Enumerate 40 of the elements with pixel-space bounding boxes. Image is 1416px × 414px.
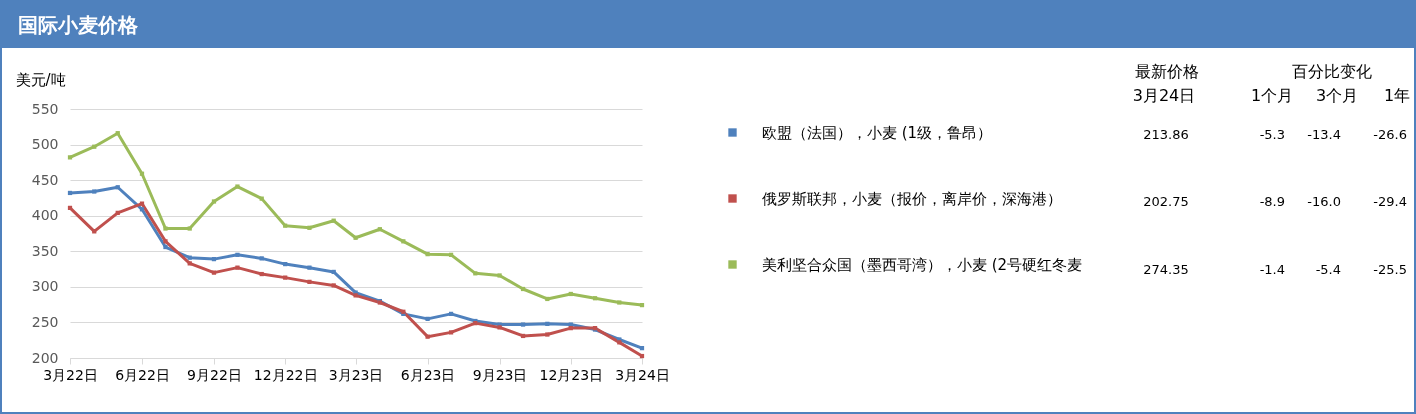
y-tick-label: 450 xyxy=(31,171,59,188)
text: -5.3 xyxy=(1259,127,1285,142)
legend-label: 俄罗斯联邦，小麦（报价，离岸价，深海港） xyxy=(762,189,1062,208)
y-axis-title: 美元/吨 xyxy=(15,70,66,89)
y-tick-label: 300 xyxy=(31,278,59,295)
text: 213.86 xyxy=(1143,127,1189,142)
x-tick-label: 12月23日 xyxy=(539,366,604,383)
text: -8.9 xyxy=(1259,194,1285,209)
x-tick-label: 6月23日 xyxy=(400,366,456,383)
text: 202.75 xyxy=(1143,194,1189,209)
text: 百分比变化 xyxy=(1292,62,1372,83)
y-tick-label: 250 xyxy=(31,313,59,330)
x-tick-label: 3月22日 xyxy=(43,366,98,383)
text: -26.6 xyxy=(1373,127,1407,142)
chart-title: 国际小麦价格 xyxy=(2,0,1414,48)
text: -13.4 xyxy=(1307,127,1341,142)
x-tick-label: 3月23日 xyxy=(328,366,384,383)
x-tick-label: 12月22日 xyxy=(253,366,318,383)
x-tick-label: 6月22日 xyxy=(115,366,170,383)
text: -29.4 xyxy=(1373,194,1407,209)
y-tick-label: 200 xyxy=(31,349,59,366)
y-tick-label: 400 xyxy=(31,207,59,224)
text: 1年 xyxy=(1383,86,1411,107)
text: -1.4 xyxy=(1259,262,1285,277)
y-tick-label: 550 xyxy=(31,100,59,117)
text: -5.4 xyxy=(1315,262,1341,277)
text: 3月24日 xyxy=(1132,86,1196,107)
x-tick-label: 9月23日 xyxy=(472,366,528,383)
text: 最新价格 xyxy=(1135,62,1199,83)
y-tick-label: 500 xyxy=(31,136,59,153)
x-tick-label: 3月24日 xyxy=(615,366,670,383)
text: -16.0 xyxy=(1307,194,1341,209)
legend-label: 欧盟（法国），小麦 (1级，鲁昂） xyxy=(762,123,993,142)
text: -25.5 xyxy=(1373,262,1407,277)
legend-label: 美利坚合众国（墨西哥湾），小麦 (2号硬红冬麦 xyxy=(762,255,1083,274)
text: 274.35 xyxy=(1143,262,1189,277)
x-tick-label: 9月22日 xyxy=(187,366,242,383)
y-tick-label: 350 xyxy=(31,242,59,259)
text: 3个月 xyxy=(1315,86,1359,107)
text: 1个月 xyxy=(1250,86,1294,107)
